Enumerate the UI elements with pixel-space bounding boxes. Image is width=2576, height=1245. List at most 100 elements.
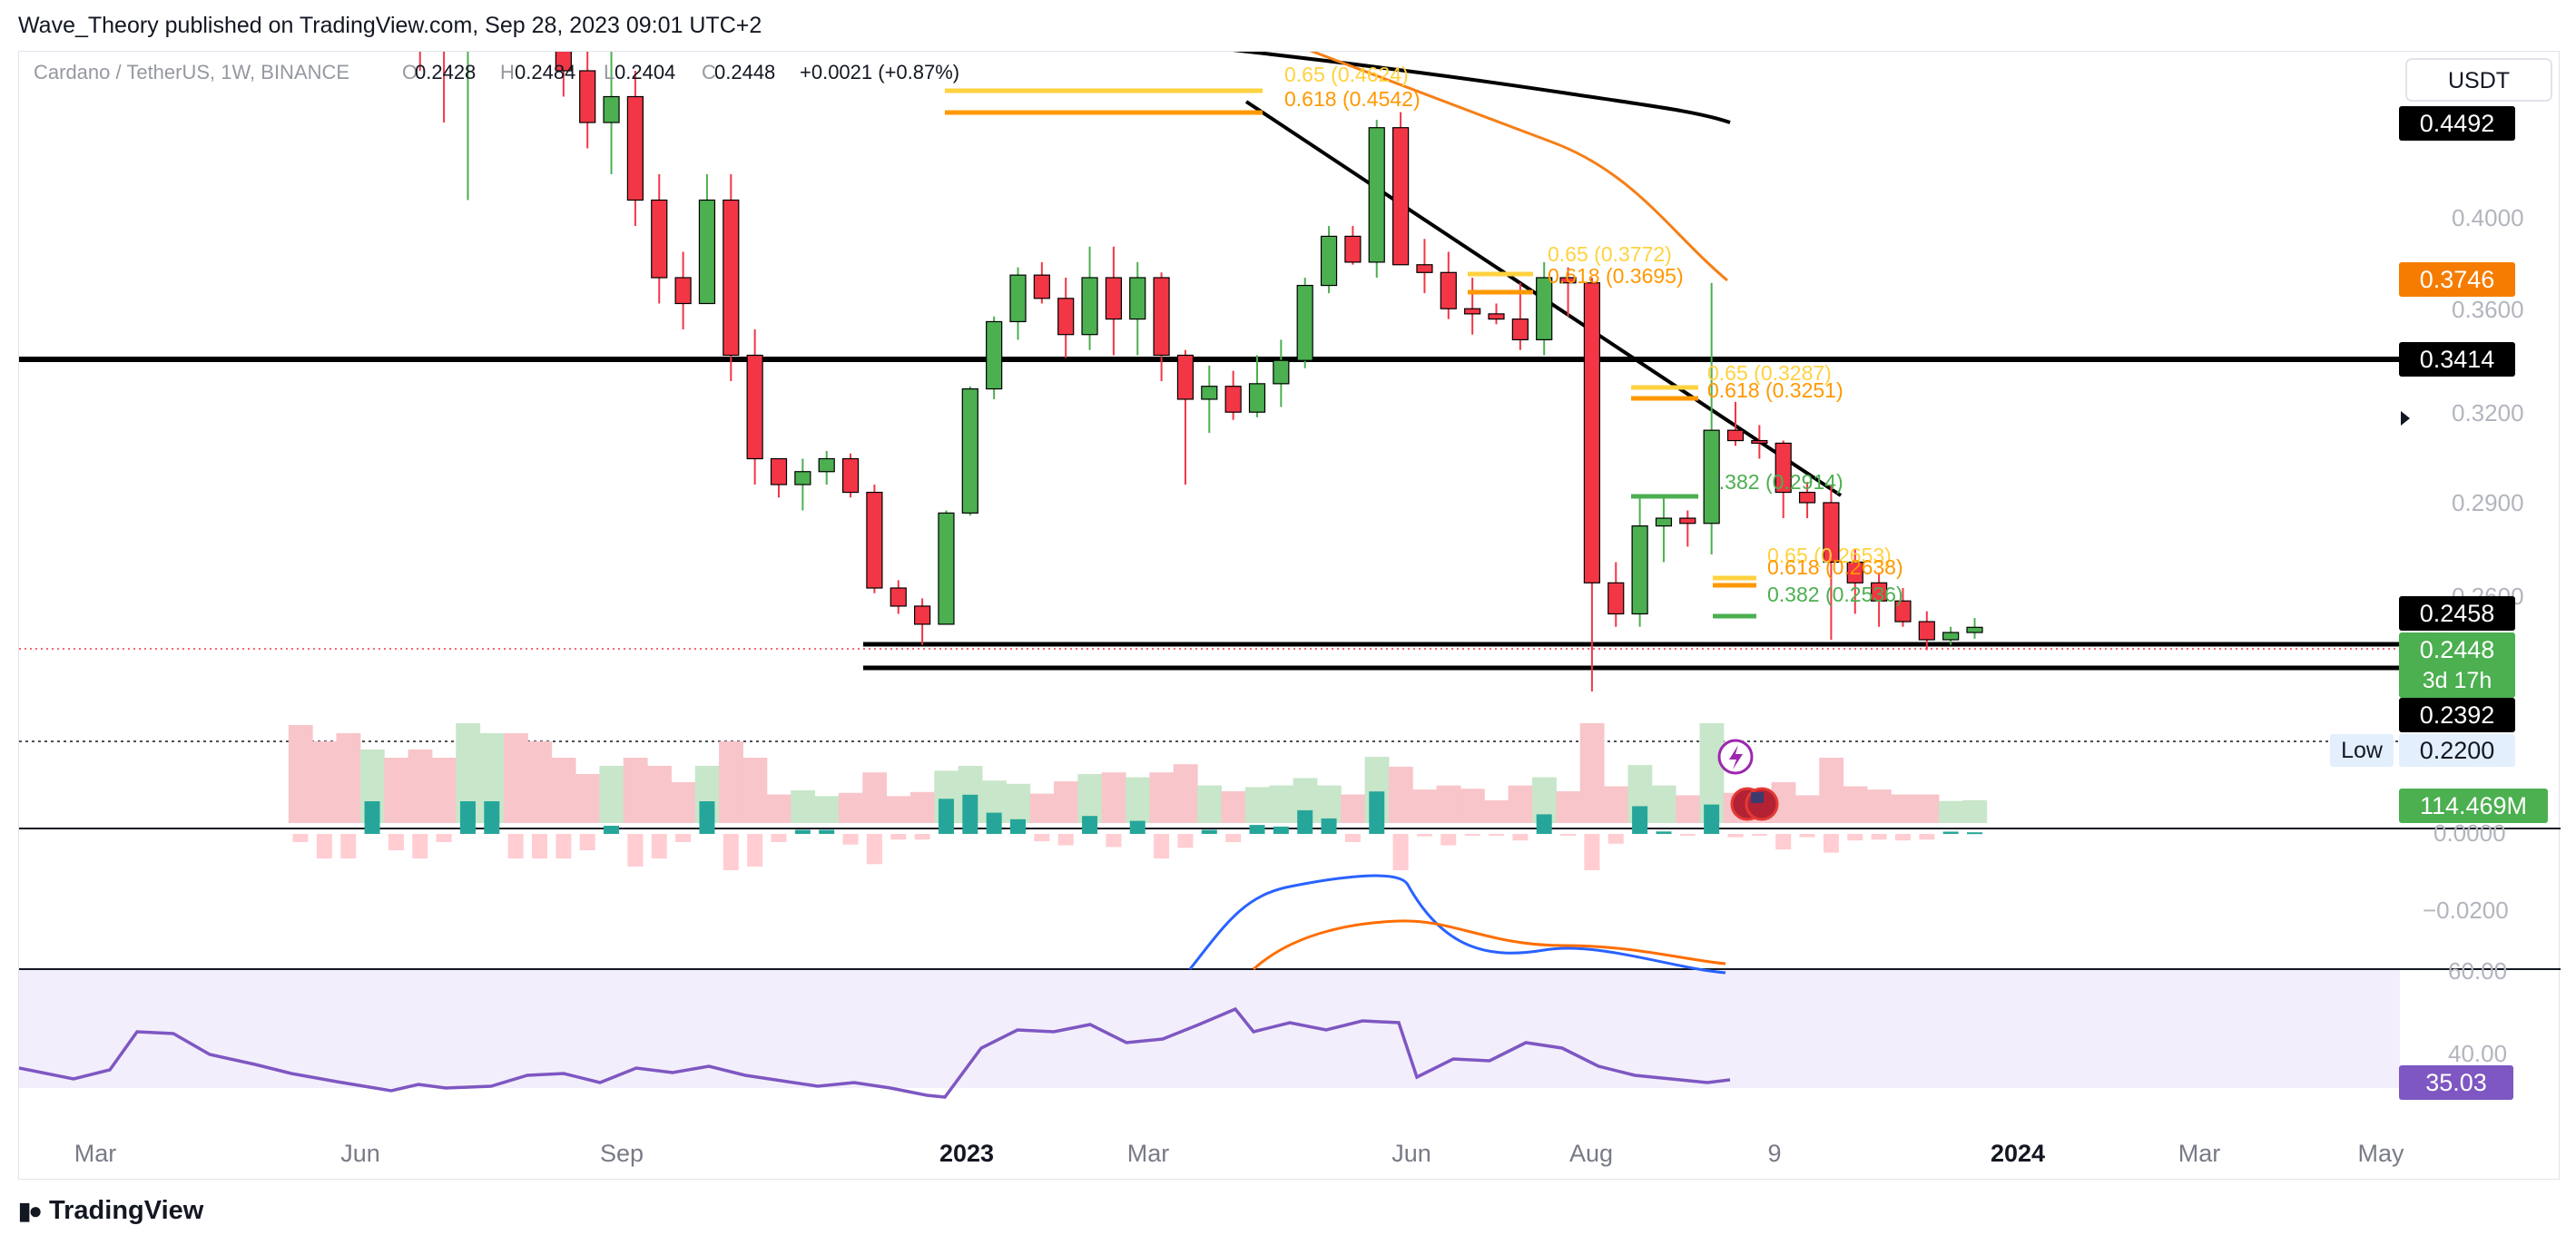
volume-bar [551,758,576,823]
candle-body [938,512,955,625]
volume-bar [1914,794,1940,823]
volume-bar [1244,787,1270,823]
currency-label: USDT [2448,68,2510,93]
candle-body [723,199,740,357]
volume-bar [838,792,863,823]
volume-bar [384,758,409,823]
volume-bar [1006,783,1031,823]
macd-hist-bar [962,794,978,834]
macd-hist-bar [579,834,595,850]
macd-hist-bar [1273,826,1289,834]
legend-l-value: 0.2404 [615,61,675,83]
candle-body [890,587,907,607]
currency-button[interactable] [2405,58,2552,102]
macd-hist-bar [1249,825,1265,834]
macd-hist-bar [675,834,692,842]
badge-0-3746: 0.3746 [2420,266,2495,293]
x-tick-3: 2023 [939,1140,994,1167]
candle-body [1416,264,1433,273]
flag-canton-icon [1751,792,1764,803]
volume-bar [1460,789,1485,823]
bar-countdown: 3d 17h [2423,668,2492,693]
candle-body [1129,277,1146,320]
volume-bar [791,790,816,823]
candle-body [1033,274,1050,299]
macd-hist-bar [1727,834,1744,838]
candle-body [1726,429,1745,442]
macd-hist-bar [747,834,763,867]
volume-bar [1962,799,1988,823]
macd-hist-bar [1392,834,1409,870]
candle-body [1679,517,1696,524]
macd-hist-bar [1536,814,1552,834]
macd-hist-bar [986,812,1002,834]
volume-area [288,723,1988,823]
tradingview-logo[interactable]: ▮● TradingView [18,1196,203,1226]
rsi-pane [18,1006,1731,1099]
macd-hist-bar [1369,791,1385,834]
candles [347,0,1983,691]
volume-bar [886,796,911,823]
macd-hist-bar [484,801,500,834]
rsi-tick-0: 60.00 [2448,957,2507,985]
candle-body [1488,313,1505,320]
candle-body [770,457,788,485]
volume-bar [1221,790,1246,823]
legend-c-label: C [702,61,716,83]
candle-body [1798,491,1816,504]
badge-0-4492: 0.4492 [2420,110,2495,137]
macd-hist-bar [1751,834,1767,836]
macd-hist-bar [723,834,739,870]
macd-hist-bar [1584,834,1600,870]
x-tick-4: Mar [1127,1140,1170,1167]
rsi-badge-bg [2399,1065,2513,1100]
x-tick-1: Jun [340,1140,380,1167]
candle-body [1464,308,1481,315]
volume-bar [1054,781,1078,823]
candle-body [913,605,931,625]
macd-hist-bar [1704,804,1720,834]
x-tick-9: Mar [2178,1140,2221,1167]
macd-hist-bar [1034,834,1050,842]
volume-bar [1341,794,1366,823]
macd-hist-bar [1344,834,1361,842]
low-label-bg [2330,734,2394,767]
volume-bar [1269,785,1294,823]
badge-0-3746-bg [2399,262,2515,297]
volume-bar [909,791,935,823]
x-tick-8: 2024 [1991,1140,2045,1167]
macd-hist-bar [1010,819,1026,834]
volume-bar [1508,785,1533,823]
badge-0-2200: 0.2200 [2420,737,2495,764]
ohlc-legend: Cardano / TetherUS, 1W, BINANCE O 0.2428… [34,61,959,83]
candle-body [746,354,763,460]
volume-bar [862,772,888,823]
candle-body [866,491,883,589]
candle-body [1631,524,1648,615]
volume-bar [527,741,553,823]
macd-hist-bar [771,834,787,842]
badge-0-2448: 0.2448 [2420,636,2495,663]
volume-bar [1484,799,1509,823]
candle-body [1201,386,1218,400]
candle-body [651,199,668,279]
x-tick-6: Aug [1569,1140,1613,1167]
macd-hist-bar [1775,834,1792,850]
x-tick-0: Mar [74,1140,117,1167]
macd-hist-bar [1942,831,1959,834]
volume-bar [647,766,672,823]
macd-hist-bar [1656,831,1672,834]
volume-bar [1651,785,1676,823]
candle-body [1559,277,1577,284]
rsi-band [19,969,2400,1088]
macd-hist-bar [1201,829,1217,834]
macd-hist-bar [1106,834,1122,848]
volume-bar [1604,786,1628,823]
macd-hist-bar [1967,832,1982,835]
legend-change: +0.0021 (+0.87%) [800,61,959,83]
x-tick-7: 9 [1767,1140,1781,1167]
price-chart[interactable]: 0.65 (0.4624) 0.618 (0.4542) 0.65 (0.377… [18,0,2561,1181]
macd-tick-0: 0.0000 [2433,819,2506,847]
candle-body [1536,277,1553,341]
macd-hist-bar [556,834,572,858]
